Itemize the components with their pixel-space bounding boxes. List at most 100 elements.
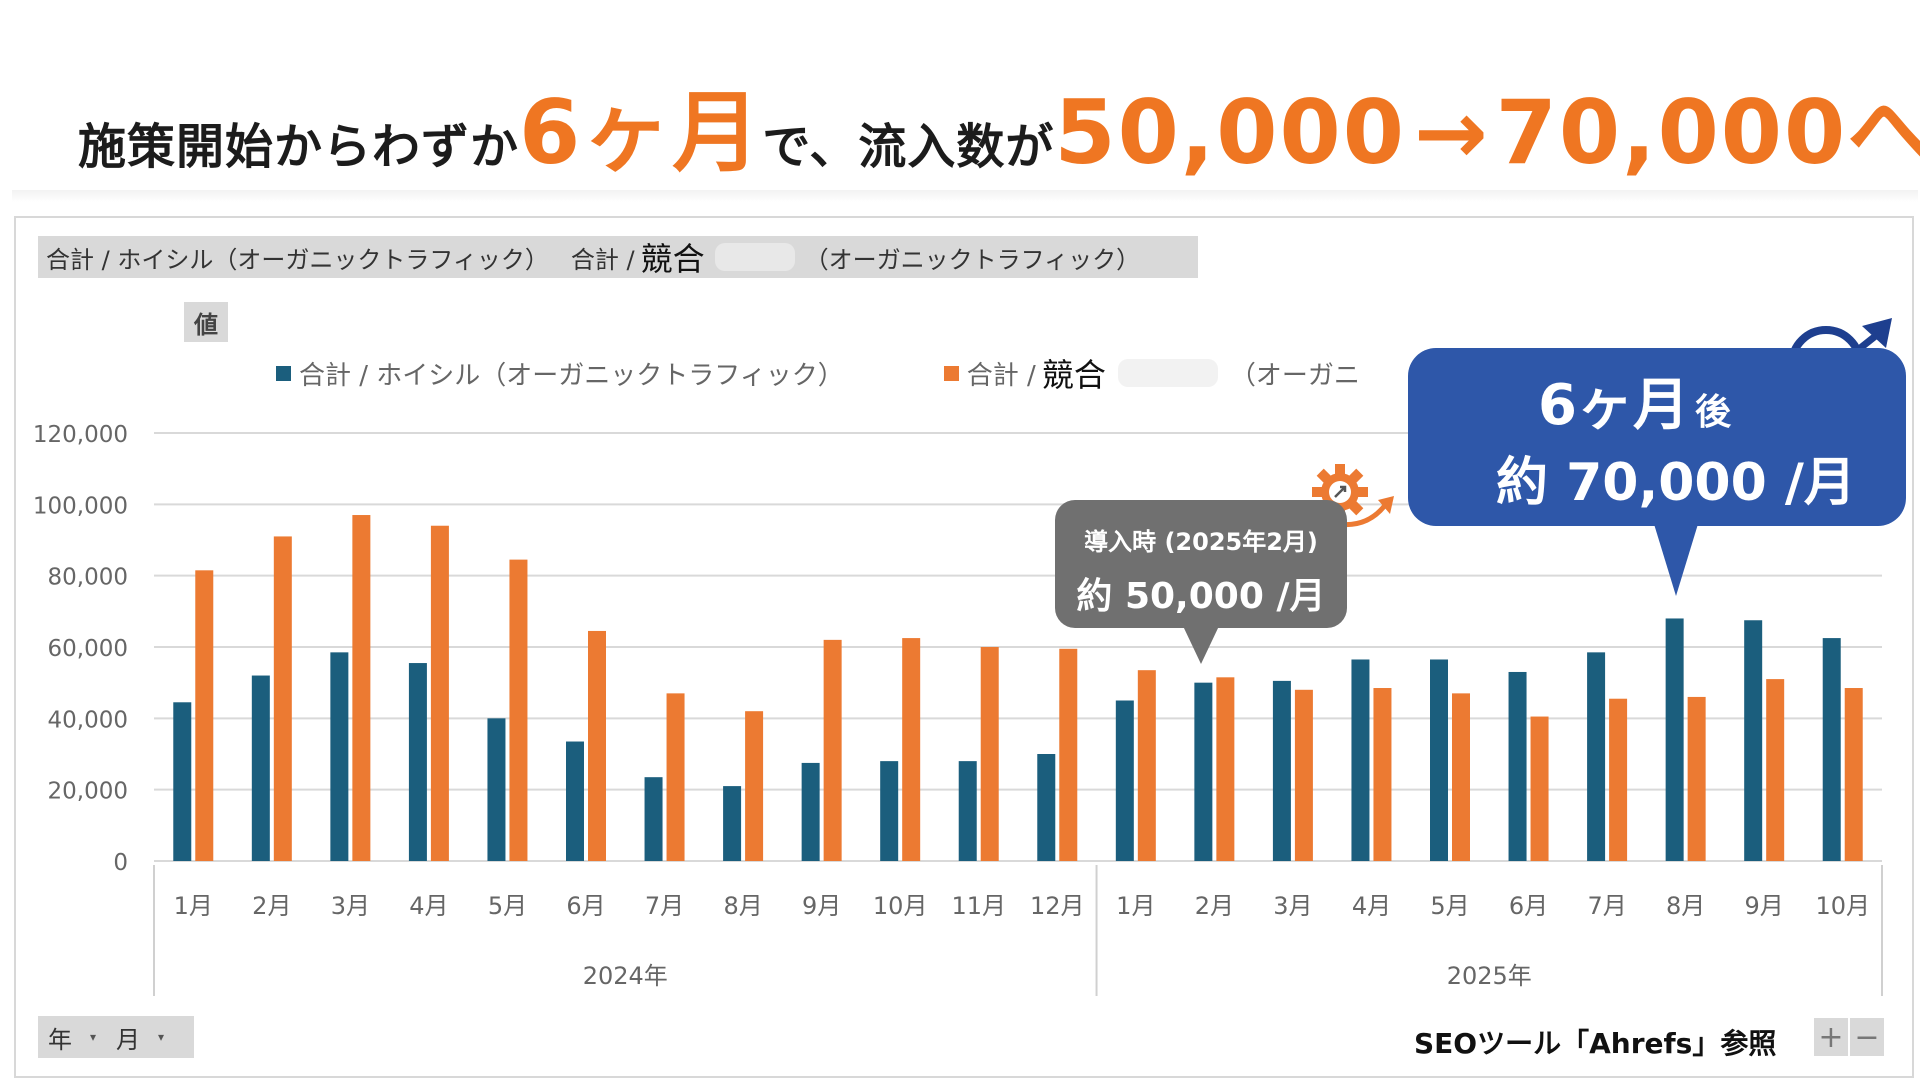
callout-intro-value: 約 50,000 /月 xyxy=(1076,576,1326,617)
x-group-label: 2025年 xyxy=(1447,962,1532,990)
bar-competitor xyxy=(1137,670,1156,861)
bar-competitor xyxy=(430,525,449,861)
headline-part1: 施策開始からわずか xyxy=(78,119,520,175)
bar-hoisil xyxy=(330,652,349,861)
month-dropdown-icon: ▾ xyxy=(158,1030,165,1044)
x-tick-label: 3月 xyxy=(331,892,370,920)
x-tick-label: 1月 xyxy=(174,892,213,920)
x-tick-label: 4月 xyxy=(1352,892,1391,920)
x-tick-label: 7月 xyxy=(1587,892,1626,920)
legend-redaction xyxy=(1117,359,1218,387)
zoom-out-button[interactable]: − xyxy=(1850,1018,1884,1056)
source-note: SEOツール「Ahrefs」参照 xyxy=(1414,1027,1777,1060)
headline-value-after: 70,000へ xyxy=(1495,81,1920,184)
headline-part2: で、流入数が xyxy=(762,119,1055,175)
bar-competitor xyxy=(1530,716,1549,861)
legend-swatch-competitor xyxy=(943,365,959,381)
y-tick-label: 60,000 xyxy=(48,636,128,662)
x-tick-label: 6月 xyxy=(566,892,605,920)
x-tick-label: 7月 xyxy=(645,892,684,920)
pivot-field-hoisil-label: 合計 / ホイシル（オーガニックトラフィック） xyxy=(46,245,549,274)
bar-competitor xyxy=(745,711,764,861)
pivot-field-redaction xyxy=(714,243,795,271)
gear-icon xyxy=(1312,464,1394,528)
pivot-field-competitor-name: 競合 xyxy=(640,240,705,278)
x-tick-label: 11月 xyxy=(951,892,1006,920)
callout-after-period: 6ヶ月 xyxy=(1538,373,1689,438)
y-tick-label: 20,000 xyxy=(48,779,128,805)
year-dropdown-icon: ▾ xyxy=(90,1030,97,1044)
bar-hoisil xyxy=(566,741,584,861)
bar-competitor xyxy=(1687,696,1706,861)
bar-competitor xyxy=(1844,688,1863,861)
pivot-field-competitor-suffix: （オーガニックトラフィック） xyxy=(804,245,1141,274)
callout-intro: 導入時 (2025年2月) 約 50,000 /月 xyxy=(1055,500,1347,664)
bar-competitor xyxy=(352,515,371,861)
bar-competitor xyxy=(1373,688,1392,861)
bar-hoisil xyxy=(1194,682,1213,861)
bar-hoisil xyxy=(173,702,192,861)
bar-competitor xyxy=(1452,693,1470,861)
x-tick-label: 9月 xyxy=(802,892,841,920)
bar-hoisil xyxy=(1508,671,1527,861)
x-tick-label: 8月 xyxy=(723,892,762,920)
x-tick-label: 5月 xyxy=(1430,892,1469,920)
values-button[interactable]: 値 xyxy=(184,302,228,342)
bar-competitor xyxy=(195,570,214,861)
bar-hoisil xyxy=(958,761,977,861)
month-field-label: 月 xyxy=(116,1025,141,1054)
headline-value-before: 50,000 xyxy=(1054,81,1406,184)
year-field-button[interactable]: 年 ▾ xyxy=(38,1020,106,1055)
legend-swatch-hoisil xyxy=(276,365,291,381)
year-field-label: 年 xyxy=(48,1025,72,1054)
pivot-field-hoisil[interactable]: 合計 / ホイシル（オーガニックトラフィック） xyxy=(46,240,549,275)
legend-label-competitor-name: 競合 xyxy=(1041,356,1106,394)
x-tick-label: 12月 xyxy=(1030,892,1085,920)
pivot-field-competitor[interactable]: 合計 / 競合 （オーガニックトラフィック） xyxy=(571,234,1140,280)
bar-competitor xyxy=(980,647,999,861)
bar-hoisil xyxy=(1587,652,1606,861)
bar-hoisil xyxy=(1430,659,1448,861)
bar-competitor xyxy=(666,693,685,861)
bar-competitor xyxy=(902,638,921,861)
bar-hoisil xyxy=(1822,638,1841,861)
x-tick-label: 2月 xyxy=(252,892,291,920)
bar-hoisil xyxy=(1037,754,1056,861)
pivot-field-competitor-prefix: 合計 / xyxy=(570,245,635,274)
y-tick-label: 120,000 xyxy=(33,422,128,448)
month-field-button[interactable]: 月 ▾ xyxy=(106,1020,174,1055)
x-group-label: 2024年 xyxy=(583,962,668,990)
legend-label-hoisil: 合計 / ホイシル（オーガニックトラフィック） xyxy=(299,360,844,391)
bar-competitor xyxy=(823,639,842,861)
bar-competitor xyxy=(273,536,292,861)
x-tick-label: 6月 xyxy=(1509,892,1548,920)
bar-competitor xyxy=(1216,677,1235,861)
callout-after-suffix: 後 xyxy=(1694,392,1731,433)
x-tick-label: 10月 xyxy=(873,892,928,920)
zoom-in-button[interactable]: + xyxy=(1814,1018,1848,1056)
bar-hoisil xyxy=(251,675,270,861)
x-tick-label: 3月 xyxy=(1273,892,1312,920)
chart-legend: 合計 / ホイシル（オーガニックトラフィック） 合計 / 競合 （オーガニ xyxy=(276,350,1460,396)
bar-hoisil xyxy=(801,762,820,861)
bar-competitor xyxy=(509,559,528,861)
headline-divider xyxy=(12,190,1918,202)
callout-after-title: 6ヶ月後 xyxy=(1538,360,1731,441)
x-tick-label: 8月 xyxy=(1666,892,1705,920)
pivot-field-bar: 合計 / ホイシル（オーガニックトラフィック） 合計 / 競合 （オーガニックト… xyxy=(38,236,1198,278)
bar-hoisil xyxy=(1665,618,1684,861)
headline-accent-period: 6ヶ月 xyxy=(519,81,763,184)
bar-hoisil xyxy=(1272,680,1291,861)
x-tick-label: 5月 xyxy=(488,892,527,920)
callout-after-value: 約 70,000 /月 xyxy=(1496,453,1856,513)
bar-hoisil xyxy=(723,786,742,861)
bar-competitor xyxy=(1766,679,1785,861)
bar-hoisil xyxy=(1351,659,1370,861)
legend-label-competitor-suffix: （オーガニ xyxy=(1229,360,1360,391)
x-tick-label: 1月 xyxy=(1116,892,1155,920)
bar-hoisil xyxy=(644,777,663,861)
bar-competitor xyxy=(1059,648,1078,861)
legend-item-hoisil: 合計 / ホイシル（オーガニックトラフィック） xyxy=(276,355,844,392)
legend-label-competitor-prefix: 合計 / xyxy=(966,360,1036,391)
